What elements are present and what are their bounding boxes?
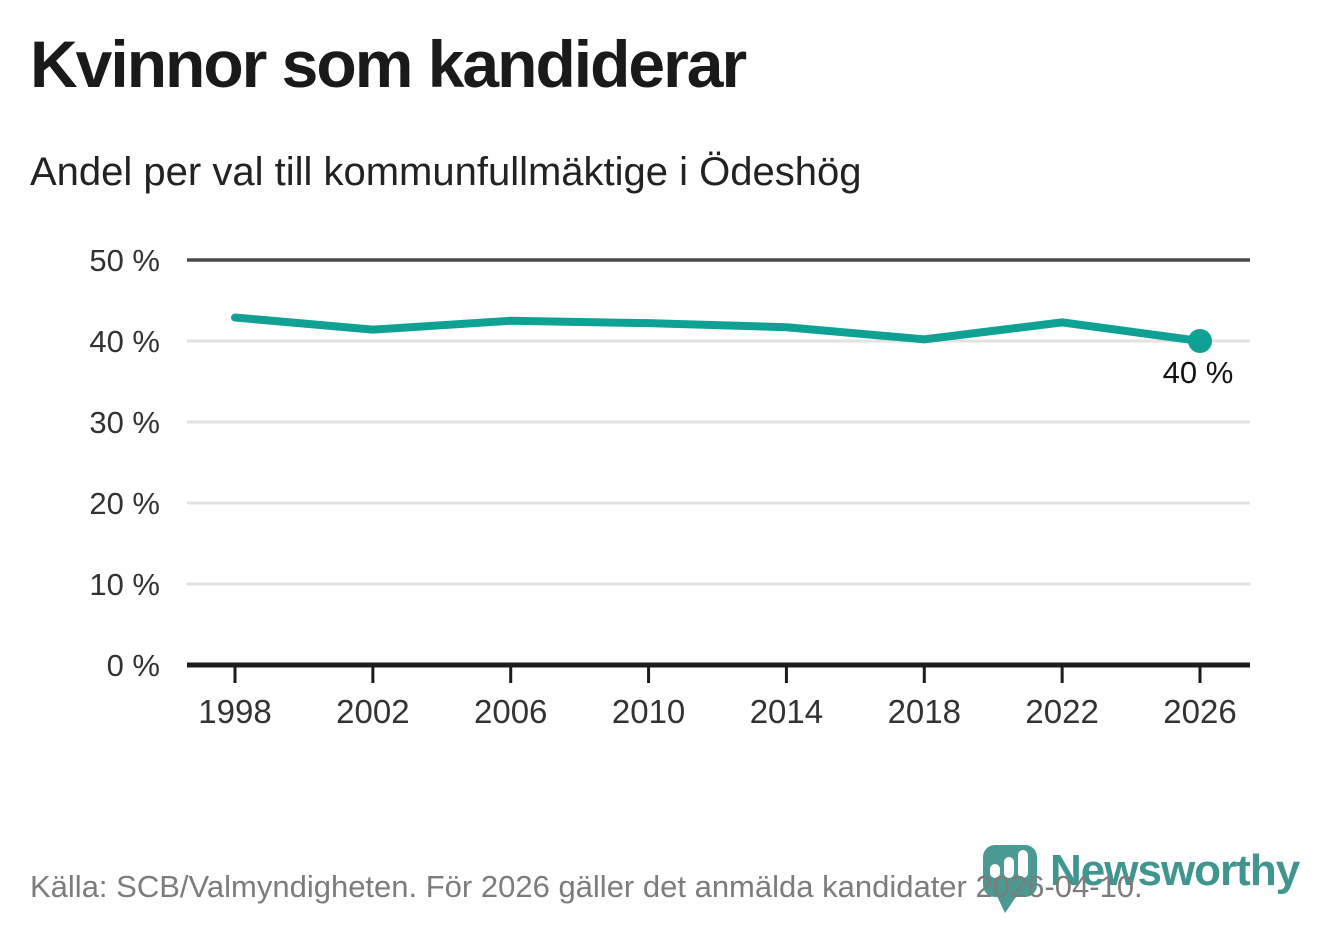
newsworthy-logo-text: Newsworthy: [1050, 846, 1300, 895]
page-title: Kvinnor som kandiderar: [30, 27, 747, 101]
x-axis-label: 1998: [198, 693, 271, 730]
newsworthy-pin-icon: [983, 845, 1037, 913]
chart-subtitle: Andel per val till kommunfullmäktige i Ö…: [30, 150, 862, 194]
x-axis-label: 2014: [750, 693, 823, 730]
source-note: Källa: SCB/Valmyndigheten. För 2026 gäll…: [30, 869, 1143, 904]
x-axis-label: 2026: [1163, 693, 1236, 730]
data-line: [231, 313, 1204, 345]
y-axis-label: 10 %: [89, 567, 160, 602]
end-point-label: 40 %: [1163, 355, 1234, 390]
y-axis-label: 40 %: [89, 324, 160, 359]
x-axis-label: 2006: [474, 693, 547, 730]
newsworthy-logo: Newsworthy: [983, 845, 1300, 915]
x-axis-label: 2010: [612, 693, 685, 730]
y-axis-label: 0 %: [107, 648, 160, 683]
pin-shape: [983, 845, 1037, 913]
y-axis-label: 20 %: [89, 486, 160, 521]
x-axis-label: 2018: [888, 693, 961, 730]
x-axis-label: 2022: [1025, 693, 1098, 730]
y-axis-label: 30 %: [89, 405, 160, 440]
y-axis-label: 50 %: [89, 243, 160, 278]
x-axis-label: 2002: [336, 693, 409, 730]
end-point-dot: [1188, 329, 1212, 353]
